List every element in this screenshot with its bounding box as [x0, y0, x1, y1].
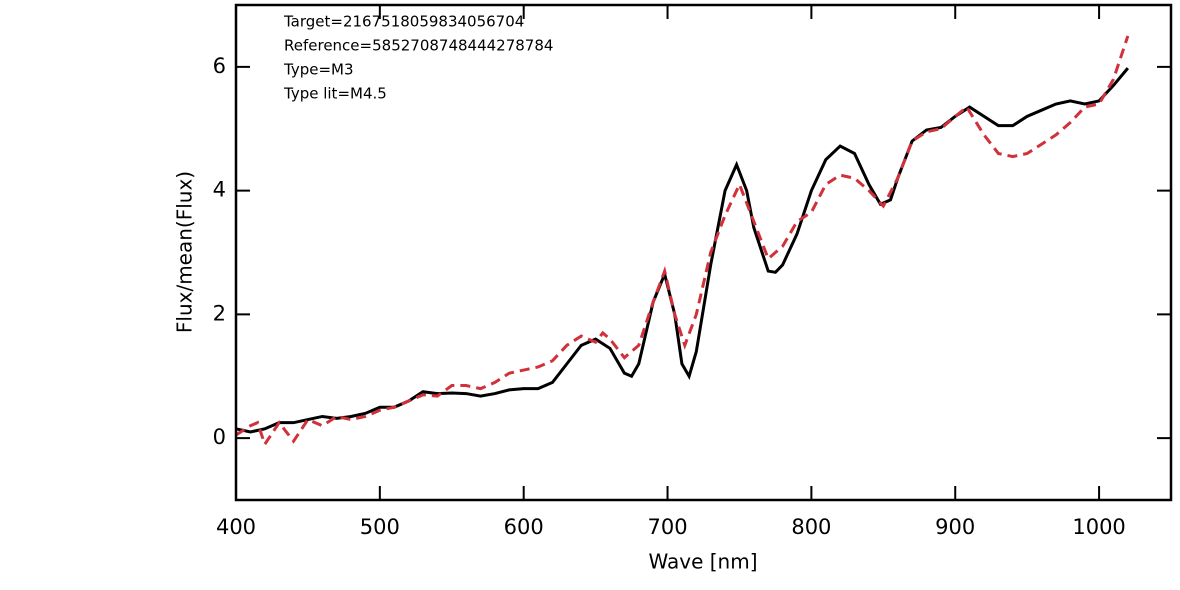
x-tick-label: 900 — [935, 515, 975, 539]
annotation: Type lit=M4.5 — [283, 85, 387, 103]
y-tick-label: 0 — [213, 425, 226, 449]
plot-frame — [234, 3, 1173, 502]
x-tick-label: 1000 — [1072, 515, 1125, 539]
annotation: Reference=5852708748444278784 — [284, 37, 553, 55]
data-line — [235, 35, 1130, 448]
y-tick-label: 4 — [213, 178, 226, 202]
y-tick-label: 2 — [213, 301, 226, 325]
x-tick-label: 400 — [216, 515, 256, 539]
x-tick-label: 700 — [647, 515, 687, 539]
y-tick-label: 6 — [213, 54, 226, 78]
x-tick-label: 500 — [360, 515, 400, 539]
x-axis-label: Wave [nm] — [648, 550, 757, 574]
annotation: Type=M3 — [283, 61, 354, 79]
x-tick-label: 600 — [504, 515, 544, 539]
y-axis-label: Flux/mean(Flux) — [173, 171, 197, 333]
data-line — [235, 67, 1130, 434]
annotation: Target=2167518059834056704 — [283, 13, 524, 31]
x-tick-label: 800 — [791, 515, 831, 539]
